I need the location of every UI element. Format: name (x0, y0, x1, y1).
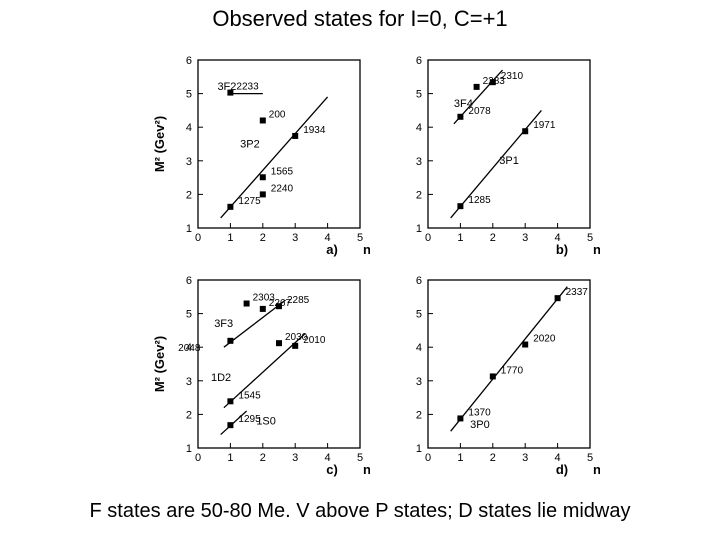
page-title: Observed states for I=0, C=+1 (0, 6, 720, 32)
svg-text:M² (Gev²): M² (Gev²) (152, 336, 167, 392)
page-footer: F states are 50-80 Me. V above P states;… (0, 500, 720, 523)
svg-text:1370: 1370 (468, 407, 491, 418)
svg-text:n: n (593, 462, 600, 477)
panel-c: 012345123456M² (Gev²)c)n2048226722852303… (150, 270, 370, 480)
svg-text:3: 3 (186, 376, 192, 388)
svg-text:5: 5 (416, 309, 422, 321)
svg-text:n: n (363, 462, 370, 477)
svg-text:0: 0 (195, 452, 201, 464)
svg-text:1770: 1770 (501, 365, 524, 376)
svg-text:n: n (363, 242, 370, 257)
svg-text:0: 0 (195, 232, 201, 244)
svg-text:2285: 2285 (287, 295, 310, 306)
svg-text:1934: 1934 (303, 125, 326, 136)
svg-text:3P1: 3P1 (499, 155, 519, 167)
svg-text:2: 2 (416, 409, 422, 421)
svg-text:6: 6 (186, 55, 192, 67)
svg-text:1565: 1565 (271, 166, 294, 177)
svg-text:1: 1 (186, 223, 192, 235)
svg-text:2: 2 (186, 409, 192, 421)
panel-b: 012345123456b)n2078231022833F4128519713P… (380, 50, 600, 260)
svg-text:1: 1 (416, 223, 422, 235)
svg-text:3P2: 3P2 (240, 138, 260, 150)
svg-text:3: 3 (292, 232, 298, 244)
svg-text:3: 3 (522, 232, 528, 244)
svg-text:3: 3 (416, 156, 422, 168)
panel-d: 012345123456d)n13701770202023373P0 (380, 270, 600, 480)
svg-text:3: 3 (292, 452, 298, 464)
svg-text:2: 2 (490, 232, 496, 244)
svg-text:0: 0 (425, 452, 431, 464)
svg-text:6: 6 (416, 55, 422, 67)
svg-text:2048: 2048 (178, 343, 201, 354)
svg-text:3: 3 (416, 376, 422, 388)
svg-text:4: 4 (416, 342, 422, 354)
svg-text:M² (Gev²): M² (Gev²) (152, 116, 167, 172)
svg-text:6: 6 (416, 275, 422, 287)
svg-text:5: 5 (186, 89, 192, 101)
svg-text:b): b) (556, 242, 568, 257)
svg-text:3P0: 3P0 (470, 419, 490, 431)
svg-text:1: 1 (227, 232, 233, 244)
svg-text:c): c) (326, 462, 338, 477)
svg-text:1: 1 (416, 443, 422, 455)
svg-text:0: 0 (425, 232, 431, 244)
svg-text:2233: 2233 (236, 82, 259, 93)
svg-text:1: 1 (457, 452, 463, 464)
svg-text:3: 3 (522, 452, 528, 464)
svg-text:2: 2 (260, 232, 266, 244)
svg-text:1S0: 1S0 (256, 415, 276, 427)
svg-text:2337: 2337 (566, 287, 589, 298)
svg-text:2020: 2020 (533, 334, 556, 345)
svg-text:a): a) (326, 242, 338, 257)
svg-text:1285: 1285 (468, 195, 491, 206)
svg-text:3F4: 3F4 (454, 98, 473, 110)
svg-text:2303: 2303 (253, 293, 276, 304)
svg-text:1: 1 (227, 452, 233, 464)
svg-text:2010: 2010 (303, 335, 326, 346)
svg-text:1545: 1545 (238, 390, 261, 401)
svg-text:2: 2 (186, 189, 192, 201)
svg-text:1275: 1275 (238, 196, 261, 207)
svg-text:2240: 2240 (271, 183, 294, 194)
svg-text:200: 200 (269, 109, 286, 120)
svg-text:2: 2 (490, 452, 496, 464)
svg-text:n: n (593, 242, 600, 257)
svg-text:3F2: 3F2 (217, 81, 236, 93)
svg-text:d): d) (556, 462, 568, 477)
svg-text:5: 5 (416, 89, 422, 101)
panel-a: 012345123456M² (Gev²)a)n223322403F212751… (150, 50, 370, 260)
svg-text:2: 2 (416, 189, 422, 201)
svg-text:5: 5 (186, 309, 192, 321)
svg-text:1: 1 (457, 232, 463, 244)
svg-text:3: 3 (186, 156, 192, 168)
svg-text:1971: 1971 (533, 120, 556, 131)
svg-text:4: 4 (416, 122, 422, 134)
svg-text:2283: 2283 (483, 76, 506, 87)
svg-text:1D2: 1D2 (211, 372, 231, 384)
svg-text:3F3: 3F3 (214, 318, 233, 330)
svg-text:4: 4 (186, 122, 192, 134)
svg-text:2: 2 (260, 452, 266, 464)
svg-text:6: 6 (186, 275, 192, 287)
svg-text:1: 1 (186, 443, 192, 455)
